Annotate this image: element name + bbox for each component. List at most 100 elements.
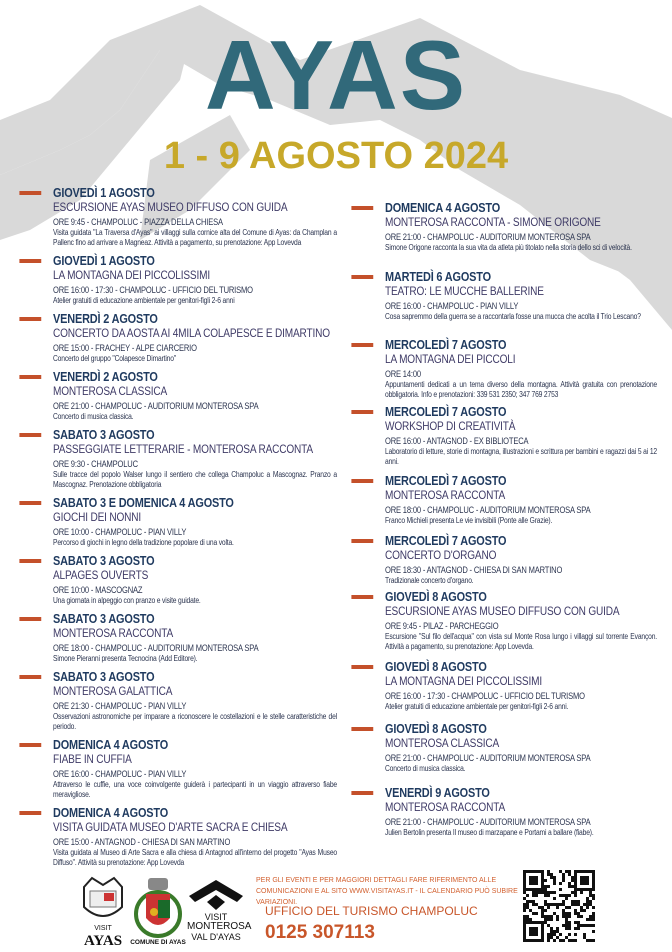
tourist-office-phone[interactable]: 0125 307113 (265, 922, 375, 943)
event-date: MERCOLEDÌ 7 AGOSTO (385, 533, 507, 548)
event-item: GIOVEDÌ 1 AGOSTO ESCURSIONE AYAS MUSEO DI… (19, 185, 337, 248)
event-time-location: ORE 16:00 - ANTAGNOD - EX BIBLIOTECA (385, 436, 529, 446)
event-title: WORKSHOP DI CREATIVITÀ (385, 419, 516, 433)
shield-icon (83, 876, 123, 917)
visit-ayas-logo-small-text: VISIT (94, 925, 112, 932)
event-description: Sulle tracce del popolo Walser lungo il … (53, 470, 337, 489)
event-item: GIOVEDÌ 8 AGOSTO LA MONTAGNA DEI PICCOLIS… (351, 659, 657, 712)
mountain-background (0, 5, 672, 330)
event-title: LA MONTAGNA DEI PICCOLISSIMI (385, 674, 542, 688)
event-marker (351, 410, 374, 414)
event-date: VENERDÌ 2 AGOSTO (53, 369, 158, 384)
event-title: MONTEROSA RACCONTA (385, 800, 506, 814)
event-marker (351, 479, 374, 483)
tourist-office-name: UFFICIO DEL TURISMO CHAMPOLUC (265, 904, 478, 918)
event-description: Osservazioni astronomiche per imparare a… (53, 712, 337, 731)
event-item: GIOVEDÌ 8 AGOSTO ESCURSIONE AYAS MUSEO DI… (351, 589, 657, 652)
event-title: MONTEROSA GALATTICA (53, 684, 173, 698)
event-description: Concerto del gruppo "Colapesce Dimartino… (53, 354, 177, 363)
event-date: SABATO 3 AGOSTO (53, 611, 155, 626)
event-item: DOMENICA 4 AGOSTO VISITA GUIDATA MUSEO D'… (19, 805, 337, 868)
event-time-location: ORE 21:00 - CHAMPOLUC - AUDITORIUM MONTE… (385, 753, 591, 763)
event-title: MONTEROSA RACCONTA (385, 488, 506, 502)
event-marker (19, 259, 42, 263)
event-description: Franco Michieli presenta Le vie invisibi… (385, 516, 553, 525)
event-time-location: ORE 9:45 - PILAZ - PARCHEGGIO (385, 621, 499, 631)
event-item: SABATO 3 AGOSTO MONTEROSA GALATTICA ORE 21… (19, 669, 337, 732)
event-marker (19, 811, 42, 815)
event-time-location: ORE 9:45 - CHAMPOLUC - PIAZZA DELLA CHIE… (53, 217, 223, 227)
event-date: SABATO 3 E DOMENICA 4 AGOSTO (53, 495, 234, 510)
event-date: DOMENICA 4 AGOSTO (385, 200, 501, 215)
event-time-location: ORE 18:00 - CHAMPOLUC - AUDITORIUM MONTE… (53, 643, 259, 653)
event-time-location: ORE 14:00 (385, 369, 421, 379)
event-marker (351, 791, 374, 795)
event-marker (19, 375, 42, 379)
event-date: MERCOLEDÌ 7 AGOSTO (385, 473, 507, 488)
event-date: GIOVEDÌ 8 AGOSTO (385, 589, 487, 604)
event-description: Julien Bertolin presenta Il museo di mar… (385, 828, 594, 837)
mountain-logo-icon (189, 880, 243, 910)
event-description: Visita guidata "La Traversa d'Ayas" ai v… (53, 228, 337, 247)
event-time-location: ORE 18:30 - ANTAGNOD - CHIESA DI SAN MAR… (385, 565, 563, 575)
page-title: AYAS (204, 20, 468, 130)
event-item: MERCOLEDÌ 7 AGOSTO LA MONTAGNA DEI PICCOL… (351, 337, 657, 400)
event-date: VENERDÌ 2 AGOSTO (53, 311, 158, 326)
event-description: Appuntamenti dedicati a un tema diverso … (385, 380, 657, 399)
visit-ayas-logo: VISIT AYAS (80, 875, 126, 950)
event-time-location: ORE 18:00 - CHAMPOLUC - AUDITORIUM MONTE… (385, 505, 591, 515)
event-title: LA MONTAGNA DEI PICCOLI (385, 352, 516, 366)
event-time-location: ORE 15:00 - ANTAGNOD - CHIESA DI SAN MAR… (53, 837, 231, 847)
event-date: VENERDÌ 9 AGOSTO (385, 785, 490, 800)
event-description: Attraverso le cuffie, una voce coinvolge… (53, 780, 337, 799)
event-title: LA MONTAGNA DEI PICCOLISSIMI (53, 268, 210, 282)
event-description: Concerto di musica classica. (385, 764, 466, 773)
monterosa-logo-line: VAL D'AYAS (191, 932, 241, 942)
event-title: FIABE IN CUFFIA (53, 752, 132, 766)
event-date: SABATO 3 AGOSTO (53, 669, 155, 684)
event-description: Percorso di giochi in legno della tradiz… (53, 538, 234, 547)
event-date: GIOVEDÌ 8 AGOSTO (385, 721, 487, 736)
event-title: MONTEROSA RACCONTA - SIMONE ORIGONE (385, 215, 601, 229)
event-item: SABATO 3 AGOSTO MONTEROSA RACCONTA ORE 18:… (19, 611, 337, 664)
event-marker (351, 275, 374, 279)
event-title: TEATRO: LE MUCCHE BALLERINE (385, 284, 544, 298)
event-title: ESCURSIONE AYAS MUSEO DIFFUSO CON GUIDA (53, 200, 288, 214)
event-description: Concerto di musica classica. (53, 412, 134, 421)
event-description: Escursione "Sul filo dell'acqua" con vis… (385, 632, 657, 651)
event-time-location: ORE 21:00 - CHAMPOLUC - AUDITORIUM MONTE… (53, 401, 259, 411)
event-time-location: ORE 21:30 - CHAMPOLUC - PIAN VILLY (53, 701, 187, 711)
event-title: CONCERTO D'ORGANO (385, 548, 497, 562)
event-item: MERCOLEDÌ 7 AGOSTO CONCERTO D'ORGANO ORE 1… (351, 533, 657, 586)
event-description: Simone Origone racconta la sua vita da a… (385, 243, 632, 252)
qr-code-icon[interactable] (523, 870, 595, 942)
event-time-location: ORE 16:00 - CHAMPOLUC - PIAN VILLY (53, 769, 187, 779)
event-marker (19, 617, 42, 621)
event-title: MONTEROSA RACCONTA (53, 626, 174, 640)
event-marker (19, 743, 42, 747)
event-item: MERCOLEDÌ 7 AGOSTO WORKSHOP DI CREATIVITÀ… (351, 404, 657, 467)
event-time-location: ORE 16:00 - 17:30 - CHAMPOLUC - UFFICIO … (385, 691, 585, 701)
event-dates: 1 - 9 AGOSTO 2024 (163, 135, 509, 177)
event-description: Una giornata in alpeggio con pranzo e vi… (53, 596, 201, 605)
event-title: GIOCHI DEI NONNI (53, 510, 142, 524)
event-title: ESCURSIONE AYAS MUSEO DIFFUSO CON GUIDA (385, 604, 620, 618)
event-marker (19, 675, 42, 679)
event-date: GIOVEDÌ 1 AGOSTO (53, 253, 155, 268)
event-marker (19, 501, 42, 505)
event-title: ALPAGES OUVERTS (53, 568, 149, 582)
event-item: DOMENICA 4 AGOSTO FIABE IN CUFFIA ORE 16:0… (19, 737, 337, 800)
event-date: MARTEDÌ 6 AGOSTO (385, 269, 491, 284)
monterosa-logo-line: VISIT (204, 912, 228, 922)
event-item: VENERDÌ 2 AGOSTO CONCERTO DA AOSTA AI 4MI… (19, 311, 337, 364)
event-time-location: ORE 9:30 - CHAMPOLUC (53, 459, 138, 469)
event-marker (351, 343, 374, 347)
event-item: SABATO 3 AGOSTO ALPAGES OUVERTS ORE 10:00 … (19, 553, 337, 606)
monterosa-logo-line: MONTEROSA (187, 921, 252, 932)
event-item: VENERDÌ 9 AGOSTO MONTEROSA RACCONTA ORE 21… (351, 785, 657, 838)
event-description: Simone Pieranni presenta Tecnocina (Add … (53, 654, 198, 663)
event-time-location: ORE 15:00 - FRACHEY - ALPE CIARCERIO (53, 343, 197, 353)
event-marker (351, 595, 374, 599)
event-item: MARTEDÌ 6 AGOSTO TEATRO: LE MUCCHE BALLER… (351, 269, 657, 322)
event-date: DOMENICA 4 AGOSTO (53, 737, 169, 752)
